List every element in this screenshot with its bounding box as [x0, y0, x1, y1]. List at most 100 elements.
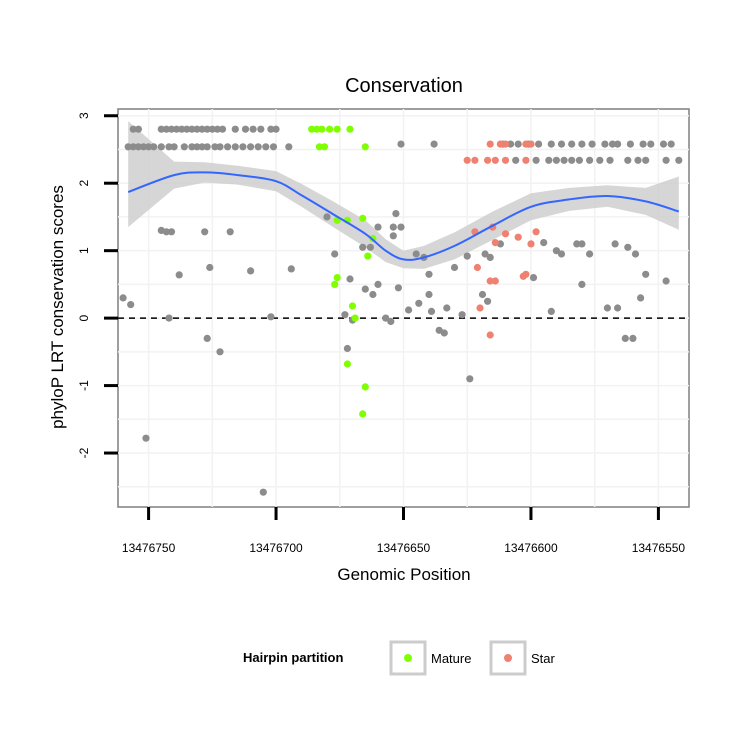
point-other	[606, 156, 614, 164]
point-mature	[326, 125, 334, 133]
point-other	[631, 250, 640, 258]
point-mature	[346, 125, 354, 133]
y-axis: -2 -1 0 1 2 3	[77, 112, 118, 458]
point-other	[369, 290, 377, 299]
point-other	[134, 125, 142, 133]
point-other	[157, 125, 165, 133]
point-other	[466, 375, 474, 383]
point-other	[150, 143, 158, 151]
point-other	[532, 156, 540, 164]
point-other	[165, 143, 173, 151]
point-mature	[333, 274, 341, 282]
point-other	[596, 156, 604, 164]
point-other	[608, 140, 617, 148]
x-axis-title: Genomic Position	[337, 565, 470, 584]
point-star	[527, 240, 535, 248]
point-other	[387, 317, 395, 326]
point-other	[389, 223, 397, 231]
point-other	[323, 213, 331, 221]
chart-title: Conservation	[345, 75, 463, 97]
point-other	[382, 314, 390, 322]
point-other	[614, 140, 622, 148]
point-star	[491, 277, 499, 285]
point-other	[157, 143, 165, 151]
point-mature	[359, 410, 367, 418]
point-star	[514, 233, 522, 241]
point-other	[241, 125, 250, 133]
point-other	[259, 488, 267, 496]
point-mature	[343, 360, 351, 368]
smooth-line-layer	[127, 171, 680, 261]
legend-dot-star	[504, 654, 512, 662]
point-other	[198, 143, 206, 151]
point-other	[614, 304, 622, 312]
point-mature	[333, 125, 341, 133]
point-other	[540, 239, 548, 247]
point-other	[203, 334, 211, 342]
point-other	[167, 125, 176, 133]
point-star	[496, 140, 504, 148]
point-other	[588, 140, 596, 148]
point-other	[178, 125, 186, 133]
point-other	[621, 334, 629, 342]
point-other	[560, 156, 568, 164]
point-other	[211, 143, 219, 151]
point-star	[527, 140, 535, 148]
x-tick-label: 13476700	[249, 541, 303, 555]
point-mature	[315, 143, 323, 151]
point-star	[486, 140, 494, 148]
point-other	[440, 329, 448, 337]
smooth-line	[127, 171, 680, 261]
point-other	[535, 140, 543, 148]
point-other	[662, 277, 670, 285]
point-star	[522, 140, 530, 148]
point-other	[397, 140, 405, 148]
point-mature	[351, 314, 359, 322]
point-other	[254, 143, 262, 151]
point-other	[193, 143, 201, 151]
point-star	[501, 140, 510, 148]
point-other	[425, 270, 433, 278]
point-other	[201, 228, 209, 236]
point-other	[430, 140, 438, 148]
point-other	[287, 265, 295, 273]
point-mature	[308, 125, 316, 133]
point-other	[659, 140, 668, 148]
point-other	[389, 232, 397, 240]
point-other	[512, 156, 520, 164]
point-other	[224, 143, 232, 151]
point-other	[611, 240, 619, 248]
point-other	[188, 143, 196, 151]
point-other	[425, 290, 433, 299]
point-other	[183, 125, 191, 133]
point-other	[216, 143, 224, 151]
point-other	[331, 250, 339, 258]
y-tick-label: 1	[77, 247, 91, 254]
point-mature	[361, 143, 369, 151]
point-other	[239, 143, 247, 151]
point-other	[568, 140, 576, 148]
point-other	[547, 140, 555, 148]
point-other	[568, 156, 576, 164]
point-other	[247, 143, 255, 151]
x-axis: 13476750 13476700 13476650 13476600 13476550	[122, 507, 685, 555]
point-other	[162, 228, 170, 236]
point-mature	[364, 252, 372, 260]
point-other	[269, 143, 278, 151]
point-star	[484, 156, 492, 164]
point-other	[478, 290, 487, 299]
point-other	[486, 253, 494, 261]
point-other	[247, 267, 255, 275]
point-other	[249, 125, 257, 133]
point-other	[145, 143, 153, 151]
point-other	[675, 156, 683, 164]
point-other	[170, 143, 178, 151]
point-mature	[331, 280, 339, 288]
legend-label-mature: Mature	[431, 651, 471, 666]
confidence-band-layer	[128, 121, 679, 269]
point-other	[427, 307, 436, 315]
point-other	[394, 284, 402, 292]
point-other	[162, 125, 170, 133]
point-other	[272, 125, 280, 133]
point-other	[405, 306, 413, 314]
